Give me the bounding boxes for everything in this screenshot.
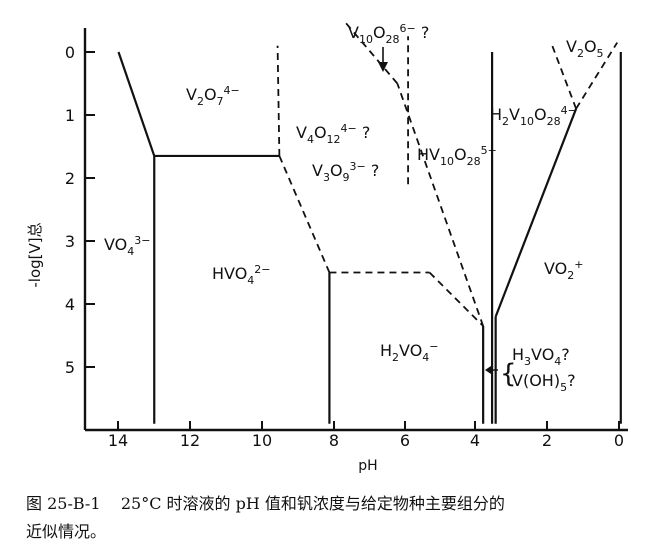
v10o28-arrow xyxy=(378,47,388,72)
dashed-boundary xyxy=(278,155,331,273)
x-tick-label: 2 xyxy=(542,431,552,450)
y-tick-label: 2 xyxy=(65,169,75,188)
species-label: H2V10O284− xyxy=(490,104,577,128)
x-axis-label: pH xyxy=(358,458,377,474)
solid-boundary xyxy=(494,108,578,317)
x-tick-label: 0 xyxy=(614,431,624,450)
y-tick-label: 0 xyxy=(65,43,75,62)
x-ticks xyxy=(117,421,620,430)
species-label: V10O286− ? xyxy=(348,22,429,46)
dashed-boundary xyxy=(396,83,484,327)
x-tick-label: 6 xyxy=(400,431,410,450)
y-tick-label: 4 xyxy=(65,295,75,314)
dashed-boundary xyxy=(343,19,399,85)
y-axis-label: -log[V]总 xyxy=(26,222,44,287)
y-ticks xyxy=(85,51,95,368)
x-tick-label: 8 xyxy=(329,431,339,450)
species-label: V2O5 xyxy=(566,37,604,60)
species-label: HV10O285− xyxy=(417,144,497,168)
species-label: HVO42− xyxy=(212,263,271,287)
caption-line-2: 近似情况。 xyxy=(26,522,107,541)
figure-caption: 图 25-B-1 25°C 时溶液的 pH 值和钒浓度与给定物种主要组分的 近似… xyxy=(26,490,646,546)
dashed-boundary xyxy=(428,271,484,327)
x-tick-label: 14 xyxy=(108,431,128,450)
h3vo4-brace: { xyxy=(500,359,517,389)
boundary-lines xyxy=(117,19,622,424)
species-labels: VO43− V2O74− HVO42− V4O124− ? V3O93− ? V… xyxy=(104,22,604,394)
y-tick-label: 3 xyxy=(65,232,75,251)
species-label: H2VO4− xyxy=(380,340,439,364)
y-tick-label: 5 xyxy=(65,358,75,377)
y-tick-label: 1 xyxy=(65,106,75,125)
species-label: V(OH)5? xyxy=(512,371,576,394)
x-tick-label: 10 xyxy=(252,431,272,450)
x-tick-label: 4 xyxy=(470,431,480,450)
species-label: V4O124− ? xyxy=(296,122,370,146)
caption-line-1: 图 25-B-1 25°C 时溶液的 pH 值和钒浓度与给定物种主要组分的 xyxy=(26,494,505,513)
species-label: H3VO4? xyxy=(512,345,570,368)
dashed-boundary xyxy=(575,42,618,110)
species-label: V2O74− xyxy=(186,84,240,108)
x-tick-label: 12 xyxy=(180,431,200,450)
y-tick-labels: 0 1 2 3 4 5 xyxy=(65,43,75,377)
species-label: VO43− xyxy=(104,234,150,258)
x-tick-labels: 14 12 10 8 6 4 2 0 xyxy=(108,431,624,450)
phase-diagram: 0 1 2 3 4 5 14 12 10 8 6 4 2 0 pH -log[V… xyxy=(26,19,628,474)
h3vo4-arrow xyxy=(485,366,498,374)
species-label: V3O93− ? xyxy=(312,160,379,184)
species-label: VO2+ xyxy=(544,258,583,282)
dashed-boundary xyxy=(276,45,281,156)
solid-boundary xyxy=(117,51,156,157)
